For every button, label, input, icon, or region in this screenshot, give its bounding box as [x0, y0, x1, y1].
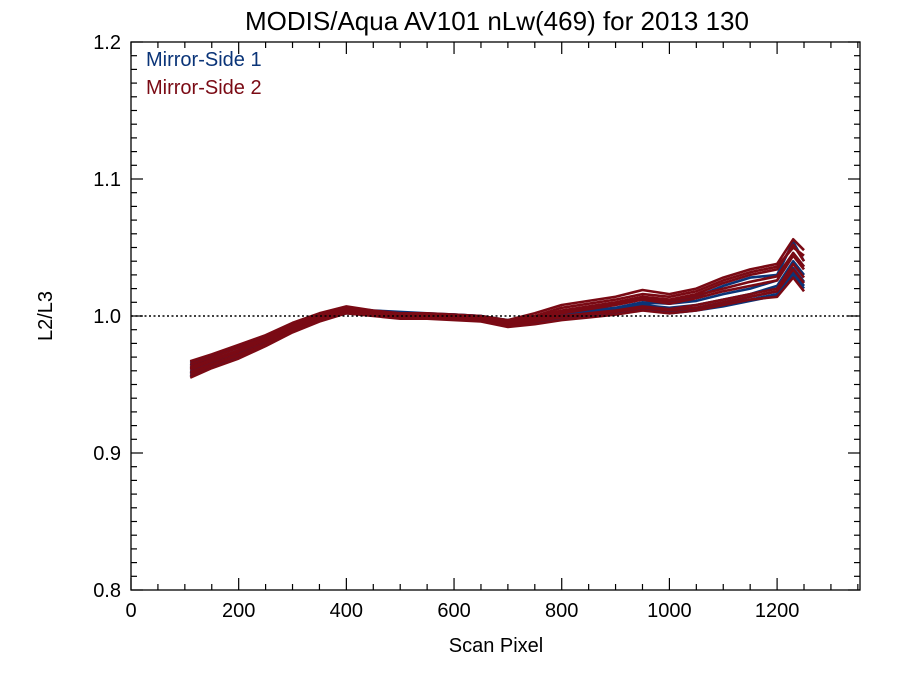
y-axis-label: L2/L3	[35, 291, 57, 341]
series-2-line-8	[189, 251, 806, 370]
y-tick-label: 1.2	[93, 32, 121, 54]
x-tick-label: 200	[222, 600, 255, 622]
x-tick-label: 800	[545, 600, 578, 622]
plot-frame	[130, 41, 861, 591]
y-tick-label: 1.0	[93, 306, 121, 328]
chart-title: MODIS/Aqua AV101 nLw(469) for 2013 130	[245, 6, 749, 36]
series-2-line-6	[189, 246, 805, 366]
series-2-line-7	[189, 268, 806, 377]
x-tick-label: 0	[125, 600, 136, 622]
x-tick-label: 1200	[755, 600, 800, 622]
legend: Mirror-Side 1 Mirror-Side 2	[146, 49, 262, 99]
series-layer	[189, 238, 806, 379]
y-tick-label: 0.9	[93, 443, 121, 465]
legend-item-mirror-side-2: Mirror-Side 2	[146, 77, 262, 99]
y-tick-label: 0.8	[93, 580, 121, 602]
x-tick-label: 1000	[647, 600, 692, 622]
series-2-line-5	[189, 254, 806, 371]
ticks-layer: 0 200 400 600 800 1000 1200 0.8 0.9 1.0 1.1 1.2	[93, 32, 860, 622]
x-tick-label: 600	[437, 600, 470, 622]
series-1-line-1	[189, 259, 806, 370]
series-2-line-3	[189, 238, 805, 363]
x-axis-label: Scan Pixel	[449, 635, 544, 657]
legend-item-mirror-side-1: Mirror-Side 1	[146, 49, 262, 71]
y-tick-label: 1.1	[93, 169, 121, 191]
x-tick-label: 400	[330, 600, 363, 622]
